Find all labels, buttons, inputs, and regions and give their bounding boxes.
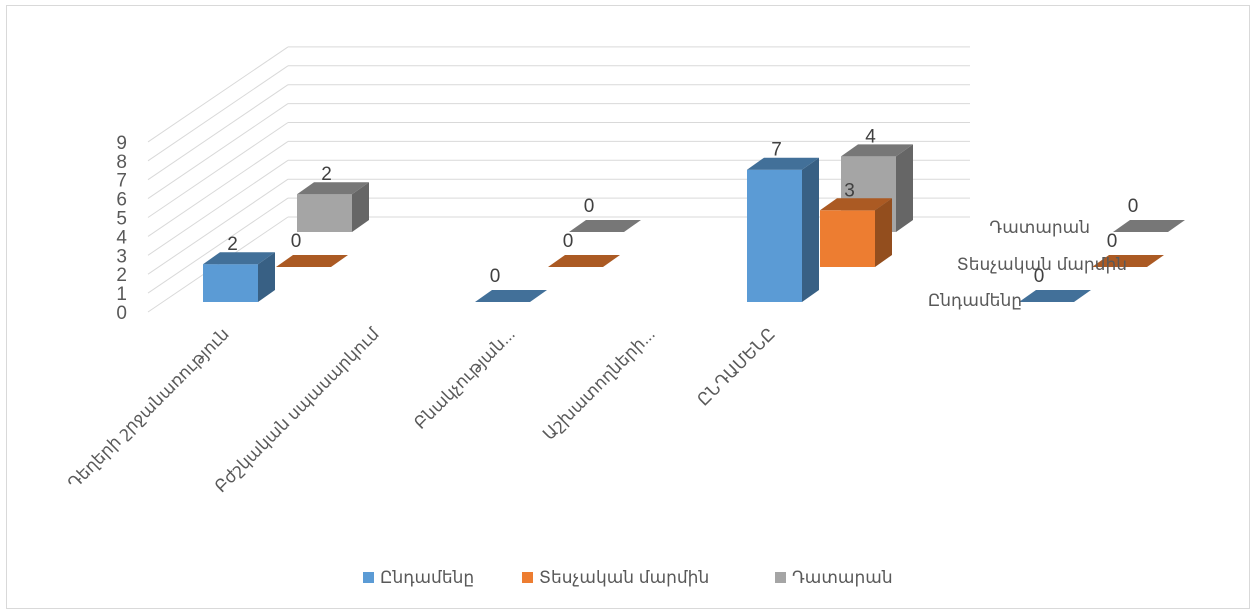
legend-label: Ընդամենը [380,568,474,587]
data-label: 2 [227,234,238,255]
bar-top [841,144,913,157]
y-tick-label: 7 [116,171,127,192]
data-label: 2 [321,164,332,185]
data-label: 0 [490,266,501,287]
side-gridline [147,197,289,294]
series-axis-label: Դատարան [989,218,1090,237]
side-gridline [147,46,289,143]
bar-side [896,144,913,232]
side-gridline [147,103,289,200]
series-axis-label: Ընդամենը [928,291,1022,310]
data-label: 0 [1107,231,1118,252]
bar [820,210,875,267]
y-tick-label: 6 [116,190,127,211]
category-label: Բնակչության... [410,324,518,432]
legend-label: Տեսչական մարմին [539,568,709,587]
data-label: 4 [865,126,876,147]
legend-swatch [775,572,786,583]
bar-top [475,290,547,302]
data-label: 3 [844,180,855,201]
bar-side [258,252,275,302]
y-tick-label: 4 [116,227,127,248]
bar-top [548,255,620,267]
y-tick-label: 2 [116,265,127,286]
y-tick-label: 9 [116,133,127,154]
bar-top [747,157,819,170]
bar-side [352,182,369,232]
side-gridline [147,178,289,275]
data-label: 0 [1128,196,1139,217]
side-gridline [147,65,289,162]
bar-top [203,252,275,265]
category-label: Դեղերի շրջանառություն [64,324,233,493]
y-tick-label: 1 [116,284,127,305]
category-label: Աշխատողների... [539,324,659,444]
bar-top [1113,220,1185,232]
y-tick-label: 5 [116,209,127,230]
category-label: ԸՆԴԱՄԵՆԸ [694,324,779,409]
side-gridline [147,84,289,181]
bar-top [569,220,641,232]
bar-top [276,255,348,267]
bar [747,169,802,302]
y-tick-label: 8 [116,152,127,173]
data-label: 0 [291,231,302,252]
bar-side [802,157,819,302]
legend-swatch [363,572,374,583]
bar-side [875,198,892,267]
data-label: 0 [1034,266,1045,287]
y-tick-label: 3 [116,246,127,267]
side-gridline [147,140,289,237]
legend-swatch [522,572,533,583]
data-label: 7 [771,140,782,161]
bar-top [1019,290,1091,302]
series-axis-label: Տեսչական մարմին [957,255,1127,274]
side-gridline [147,122,289,218]
y-tick-label: 0 [116,303,127,324]
data-label: 0 [584,196,595,217]
bar-top [820,198,892,211]
side-gridline [147,159,289,256]
bar-top [297,182,369,195]
chart-frame [6,5,1250,609]
bar-top [1092,255,1164,267]
legend-label: Դատարան [792,568,893,587]
category-label: Բժշկական սպասարկում [211,324,383,496]
data-label: 0 [563,231,574,252]
bar [203,264,258,302]
bar [297,194,352,232]
